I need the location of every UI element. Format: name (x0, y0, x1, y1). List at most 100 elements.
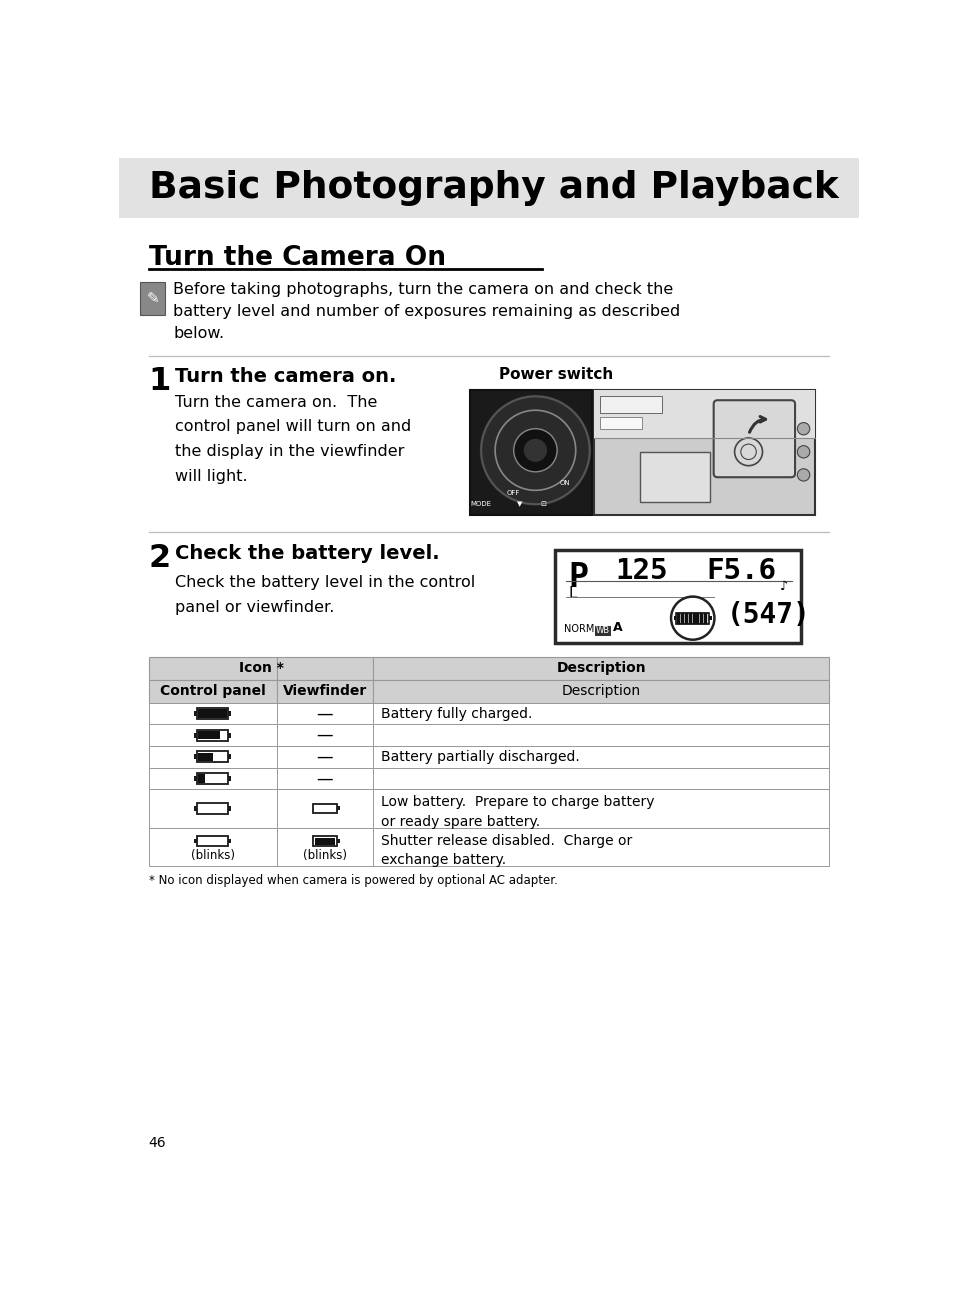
Text: Turn the camera on.: Turn the camera on. (174, 367, 396, 386)
Text: (547): (547) (726, 602, 810, 629)
Text: 46: 46 (149, 1137, 166, 1150)
Bar (469, 390, 592, 515)
Bar (197, 708, 228, 719)
Text: Viewfinder: Viewfinder (283, 685, 367, 698)
Bar (194, 838, 197, 844)
Text: Battery fully charged.: Battery fully charged. (381, 707, 532, 720)
Bar (198, 774, 205, 783)
Bar (373, 724, 828, 746)
Text: Check the battery level in the control
panel or viewfinder.: Check the battery level in the control p… (174, 576, 475, 615)
Circle shape (797, 423, 809, 435)
FancyBboxPatch shape (713, 401, 794, 477)
Text: (blinks): (blinks) (303, 849, 347, 862)
Bar (197, 729, 228, 741)
Text: (blinks): (blinks) (191, 849, 234, 862)
Bar (198, 710, 227, 717)
Text: A: A (612, 620, 622, 633)
Text: —: — (316, 769, 333, 787)
Text: Control panel: Control panel (159, 685, 265, 698)
Bar (336, 840, 339, 844)
Bar (149, 790, 276, 828)
Bar (276, 828, 373, 866)
Circle shape (523, 439, 546, 461)
Circle shape (513, 428, 557, 472)
Bar (373, 703, 828, 724)
Bar (194, 711, 197, 716)
Bar (555, 551, 801, 643)
Bar (708, 616, 711, 620)
Bar (276, 790, 373, 828)
Bar (673, 616, 676, 620)
Text: —: — (316, 748, 333, 766)
Text: Turn the Camera On: Turn the Camera On (149, 244, 445, 271)
Text: * No icon displayed when camera is powered by optional AC adapter.: * No icon displayed when camera is power… (149, 874, 557, 887)
Text: OFF: OFF (506, 490, 520, 495)
Text: Basic Photography and Playback: Basic Photography and Playback (149, 170, 838, 206)
Bar (228, 754, 231, 759)
Bar (194, 777, 197, 781)
Bar (593, 390, 815, 515)
Text: Description: Description (561, 685, 640, 698)
Bar (149, 767, 276, 790)
Bar (595, 625, 610, 636)
Bar (336, 807, 339, 811)
Text: Description: Description (556, 661, 645, 675)
Bar (314, 837, 335, 845)
Bar (228, 805, 231, 811)
Bar (149, 828, 276, 866)
Text: Check the battery level.: Check the battery level. (174, 544, 439, 564)
Bar (276, 679, 373, 703)
Bar (276, 703, 373, 724)
Text: —: — (316, 727, 333, 744)
Text: Icon *: Icon * (238, 661, 283, 675)
Bar (599, 397, 661, 414)
Bar (599, 417, 641, 428)
Text: P: P (568, 561, 588, 594)
Bar (276, 746, 373, 767)
Bar (593, 390, 815, 438)
Bar (373, 767, 828, 790)
Bar (373, 657, 828, 679)
Text: Before taking photographs, turn the camera on and check the
battery level and nu: Before taking photographs, turn the came… (173, 283, 680, 340)
Circle shape (797, 469, 809, 481)
Text: 1: 1 (149, 365, 171, 397)
Text: 2: 2 (149, 543, 171, 574)
Bar (194, 754, 197, 759)
Bar (197, 752, 228, 762)
Text: L: L (568, 586, 577, 600)
Text: Turn the camera on.  The
control panel will turn on and
the display in the viewf: Turn the camera on. The control panel wi… (174, 394, 411, 484)
Bar (276, 724, 373, 746)
Bar (373, 790, 828, 828)
Bar (149, 657, 373, 679)
Text: ▼: ▼ (517, 501, 522, 507)
Bar (639, 452, 709, 502)
Text: ✎: ✎ (146, 292, 159, 306)
Bar (194, 805, 197, 811)
Bar (676, 612, 708, 624)
Text: Shutter release disabled.  Charge or
exchange battery.: Shutter release disabled. Charge or exch… (381, 834, 632, 867)
Bar (373, 828, 828, 866)
Bar (197, 803, 228, 813)
Text: WB: WB (596, 625, 609, 635)
Bar (149, 746, 276, 767)
Bar (197, 773, 228, 783)
Text: Battery partially discharged.: Battery partially discharged. (381, 750, 579, 763)
Bar (149, 703, 276, 724)
Bar (313, 804, 336, 813)
Bar (194, 733, 197, 737)
Text: Power switch: Power switch (498, 367, 613, 382)
Bar (313, 837, 336, 846)
Bar (228, 838, 231, 844)
Text: Low battery.  Prepare to charge battery
or ready spare battery.: Low battery. Prepare to charge battery o… (381, 795, 654, 829)
Bar (140, 283, 165, 315)
Bar (198, 731, 219, 740)
Text: 125: 125 (615, 557, 667, 585)
Bar (119, 158, 858, 218)
Bar (373, 746, 828, 767)
Text: ⊡: ⊡ (539, 501, 545, 507)
Bar (197, 836, 228, 846)
Text: NORM: NORM (563, 624, 594, 633)
Text: ♪: ♪ (779, 579, 787, 593)
Bar (228, 777, 231, 781)
Bar (373, 679, 828, 703)
